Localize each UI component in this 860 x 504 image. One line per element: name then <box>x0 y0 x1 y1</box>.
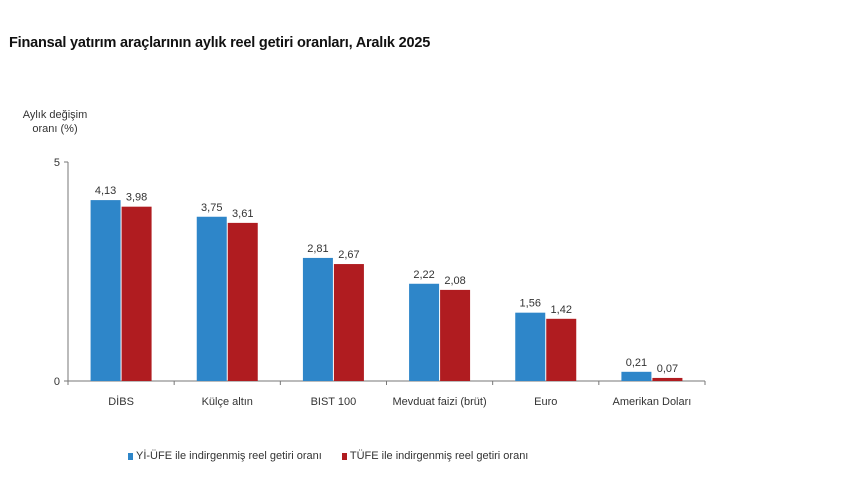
x-tick-label: DİBS <box>108 395 134 408</box>
legend-label-tufe: TÜFE ile indirgenmiş reel getiri oranı <box>349 450 529 462</box>
legend-swatch-tufe <box>341 452 347 460</box>
data-label: 0,07 <box>657 363 678 375</box>
x-tick-label: BIST 100 <box>311 396 357 408</box>
bar-tufe <box>333 264 364 381</box>
data-label: 0,21 <box>626 357 647 369</box>
data-label: 3,75 <box>201 202 222 214</box>
bar-yiufe <box>515 312 546 381</box>
data-label: 2,08 <box>444 275 465 287</box>
legend-label-yiufe: Yİ-ÜFE ile indirgenmiş reel getiri oranı <box>136 450 322 462</box>
bar-tufe <box>121 206 152 381</box>
bar-yiufe <box>196 216 227 381</box>
data-label: 3,98 <box>126 192 147 204</box>
bar-tufe <box>440 289 471 381</box>
data-label: 3,61 <box>232 208 253 220</box>
y-tick-label: 5 <box>54 157 60 169</box>
data-label: 1,42 <box>551 304 572 316</box>
data-label: 4,13 <box>95 185 116 197</box>
legend-swatch-yiufe <box>128 452 133 460</box>
legend-item-yiufe: Yİ-ÜFE ile indirgenmiş reel getiri oranı <box>128 450 322 462</box>
bar-yiufe <box>302 257 333 381</box>
data-label: 1,56 <box>520 298 541 310</box>
chart-title: Finansal yatırım araçlarının aylık reel … <box>9 35 431 51</box>
legend-item-tufe: TÜFE ile indirgenmiş reel getiri oranı <box>341 450 529 462</box>
data-label: 2,67 <box>338 249 359 261</box>
bar-tufe <box>546 318 577 381</box>
x-tick-label: Euro <box>534 396 557 408</box>
data-label: 2,81 <box>307 243 328 255</box>
bar-yiufe <box>409 283 440 381</box>
bar-yiufe <box>90 200 121 381</box>
bar-yiufe <box>621 371 652 381</box>
legend: Yİ-ÜFE ile indirgenmiş reel getiri oranı… <box>128 450 528 462</box>
data-label: 2,22 <box>413 269 434 281</box>
bar-tufe <box>652 377 683 381</box>
bar-tufe <box>227 222 258 381</box>
x-tick-label: Mevduat faizi (brüt) <box>393 396 487 408</box>
y-axis-label: Aylık değişim oranı (%) <box>22 109 88 135</box>
x-tick-label: Külçe altın <box>202 396 253 408</box>
x-tick-label: Amerikan Doları <box>612 396 691 408</box>
y-tick-label: 0 <box>54 376 60 388</box>
